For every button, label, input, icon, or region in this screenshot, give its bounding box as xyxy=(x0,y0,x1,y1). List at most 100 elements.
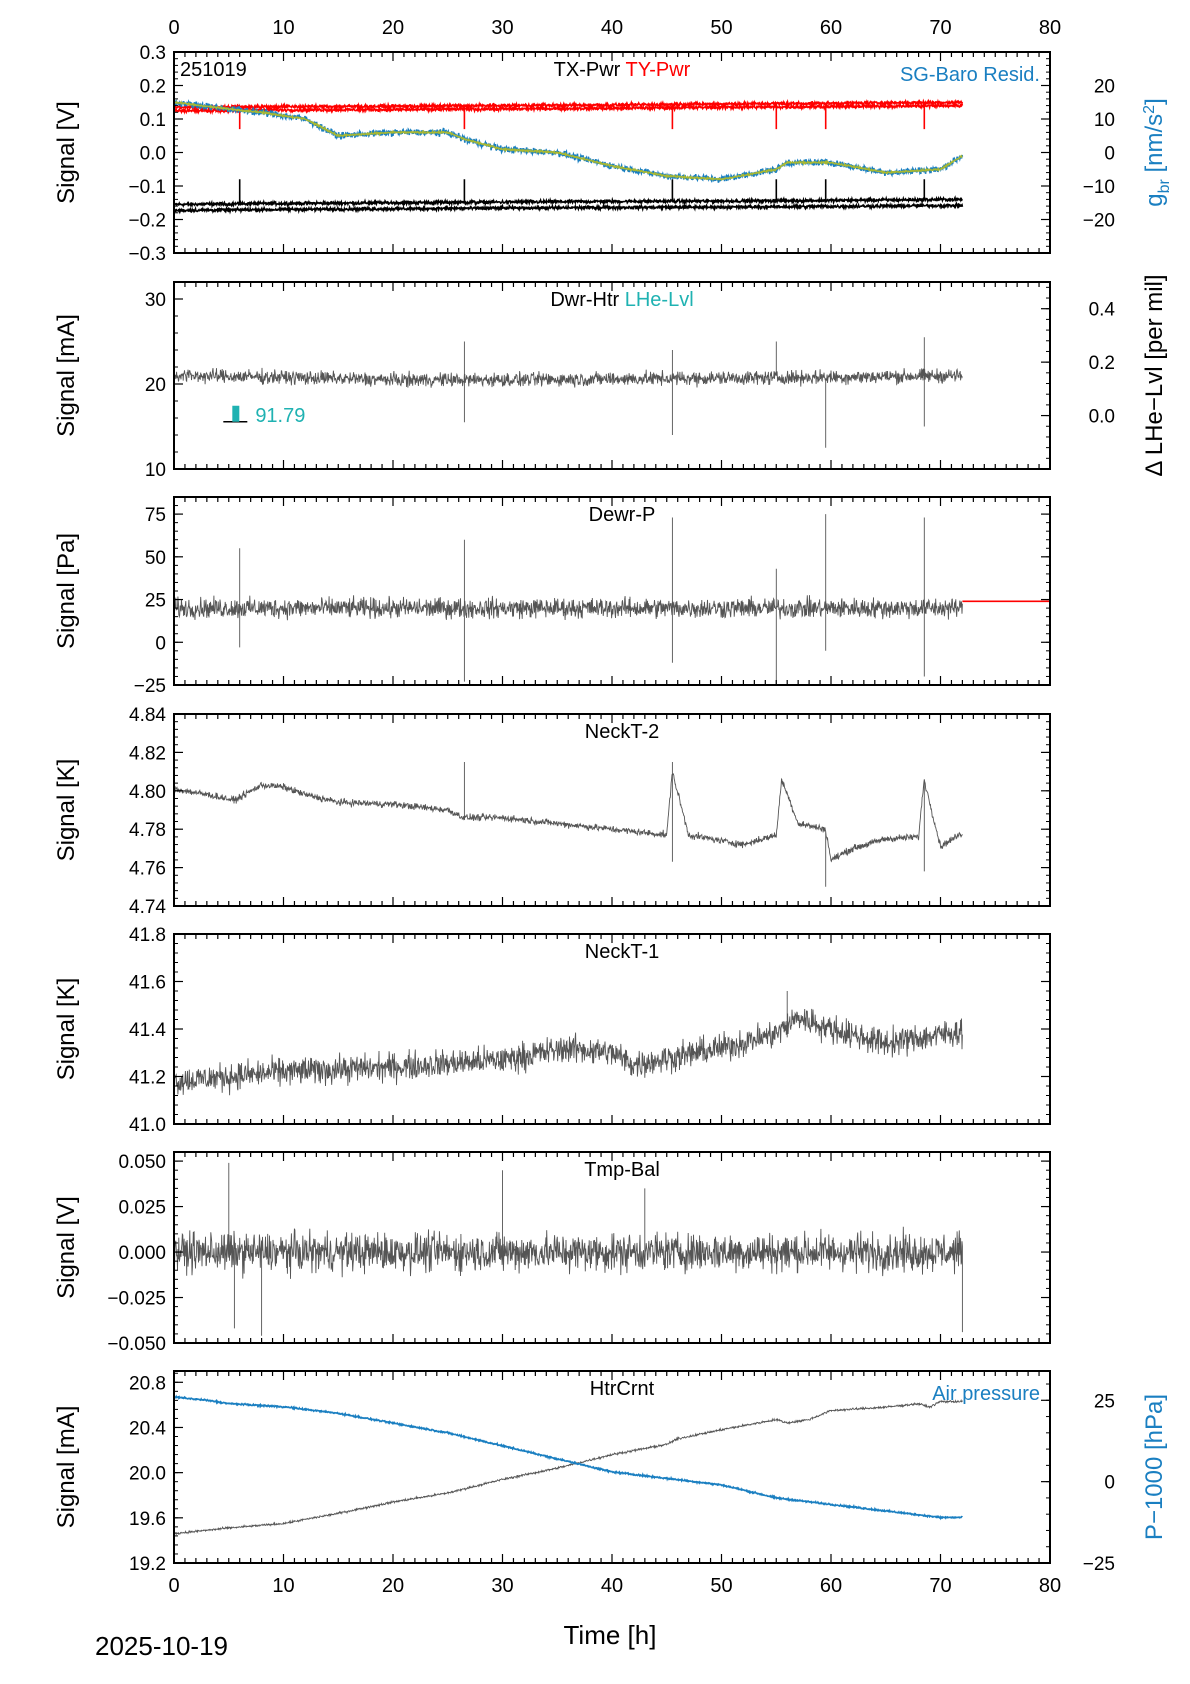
plot-area xyxy=(174,1162,963,1336)
series-ty-pwr-band xyxy=(174,101,964,116)
panel-p6: −0.050 −0.025 0.000 0.025 0.050 Signal [V] Tmp… xyxy=(53,1151,1051,1355)
x-tick-label-bottom: 80 xyxy=(1039,1575,1061,1597)
y-tick-label: 4.84 xyxy=(129,705,166,726)
y2-tick-label: 25 xyxy=(1094,1391,1115,1412)
y2-tick-label: 0.2 xyxy=(1089,353,1115,374)
y-tick-label: 0.050 xyxy=(118,1152,166,1173)
x-axis-label: Time [h] xyxy=(564,1620,657,1650)
y2-tick-label: 0 xyxy=(1104,1473,1115,1494)
y2-tick-label: −20 xyxy=(1083,211,1115,232)
y-tick-label: 20 xyxy=(145,375,166,396)
x-tick-label-bottom: 40 xyxy=(601,1575,623,1597)
x-tick-label-top: 30 xyxy=(491,17,513,39)
y-tick-label: 41.6 xyxy=(129,973,166,994)
panels-layer: −0.3 −0.2 −0.1 0.0 0.1 0.2 0.3 Signal [V] −20 −10… xyxy=(53,43,1173,1575)
x-tick-label-top: 10 xyxy=(272,17,294,39)
title-primary: TX-Pwr xyxy=(554,59,621,81)
series-dewr-p xyxy=(174,514,963,685)
x-tick-label-top: 0 xyxy=(168,17,179,39)
y-tick-label: 19.2 xyxy=(129,1554,166,1575)
y-tick-label: 0 xyxy=(155,633,166,654)
y2-tick-label: 0.4 xyxy=(1089,300,1116,321)
x-tick-label-top: 40 xyxy=(601,17,623,39)
plot-area xyxy=(174,1394,963,1536)
y-axis-label: Signal [mA] xyxy=(53,1406,80,1529)
y2-tick-label: 20 xyxy=(1094,77,1115,98)
y-tick-label: 75 xyxy=(145,505,166,526)
y-tick-label: 41.2 xyxy=(129,1068,166,1089)
y-tick-label: 0.2 xyxy=(140,77,166,98)
right-legend: SG-Baro Resid. xyxy=(900,64,1040,86)
y-tick-label: −0.3 xyxy=(128,244,166,265)
y-tick-label: 19.6 xyxy=(129,1509,166,1530)
bottom-x-axis: 0 10 20 30 40 50 60 70 80 xyxy=(168,1575,1061,1597)
y2-tick-label: −25 xyxy=(1083,1554,1115,1575)
series-sg-baro-resid-smoothed- xyxy=(174,100,963,181)
panel-title: NeckT-1 xyxy=(585,941,659,963)
x-tick-label-top: 50 xyxy=(710,17,732,39)
series-neckt-2 xyxy=(174,762,963,887)
plot-area xyxy=(174,762,963,887)
y-tick-label: 20.4 xyxy=(129,1418,166,1439)
y2-tick-label: 10 xyxy=(1094,110,1115,131)
x-tick-label-bottom: 50 xyxy=(710,1575,732,1597)
panel-title: Dwr-Htr LHe-Lvl xyxy=(550,289,693,311)
y-tick-label: 41.8 xyxy=(129,925,166,946)
title-secondary: LHe-Lvl xyxy=(619,289,693,311)
title-primary: Dwr-Htr xyxy=(550,289,619,311)
y-tick-label: 0.000 xyxy=(118,1243,166,1264)
x-tick-label-bottom: 0 xyxy=(168,1575,179,1597)
y-axis-label: Signal [V] xyxy=(53,101,80,204)
top-x-axis: 0 10 20 30 40 50 60 70 80 xyxy=(168,17,1061,39)
x-tick-label-top: 60 xyxy=(820,17,842,39)
lhe-level-value: 91.79 xyxy=(255,405,305,427)
y-tick-label: 4.76 xyxy=(129,859,166,880)
y-tick-label: 30 xyxy=(145,290,166,311)
plot-area xyxy=(174,991,963,1096)
y-tick-label: 0.025 xyxy=(118,1198,166,1219)
right-legend: Air pressure xyxy=(932,1383,1040,1405)
panel-title: TX-Pwr TY-Pwr xyxy=(554,59,691,81)
panel-p7: 19.2 19.6 20.0 20.4 20.8 Signal [mA] −25 0 25 P−1… xyxy=(53,1370,1168,1575)
x-tick-label-bottom: 20 xyxy=(382,1575,404,1597)
x-tick-label-top: 20 xyxy=(382,17,404,39)
series-ty-pwr xyxy=(174,98,964,130)
x-tick-label-bottom: 10 xyxy=(272,1575,294,1597)
x-tick-label-bottom: 70 xyxy=(929,1575,951,1597)
y-tick-label: 20.0 xyxy=(129,1464,166,1485)
panel-title: Tmp-Bal xyxy=(584,1159,660,1181)
plot-area xyxy=(174,337,963,448)
y-tick-label: −0.050 xyxy=(107,1334,166,1355)
y-tick-label: 41.4 xyxy=(129,1020,166,1041)
y-axis-label: Signal [Pa] xyxy=(53,533,80,649)
y-tick-label: 41.0 xyxy=(129,1115,166,1136)
y2-tick-label: −10 xyxy=(1083,177,1115,198)
series-tx-pwr xyxy=(174,179,963,209)
y-axis-label: Signal [K] xyxy=(53,759,80,862)
series-tmp-bal xyxy=(174,1162,963,1336)
y2-tick-label: 0.0 xyxy=(1089,407,1115,428)
panel-title: HtrCrnt xyxy=(590,1378,655,1400)
y-tick-label: 10 xyxy=(145,460,166,481)
panel-p4: 4.74 4.76 4.78 4.80 4.82 4.84 Signal [K] NeckT-… xyxy=(53,705,1051,918)
y-tick-label: 50 xyxy=(145,548,166,569)
y-tick-label: 0.3 xyxy=(140,43,166,64)
y-tick-label: 4.80 xyxy=(129,782,166,803)
series-dwr-htr xyxy=(174,337,963,448)
y-tick-label: 0.0 xyxy=(140,144,166,165)
series-air-pressure xyxy=(174,1394,963,1521)
lhe-level-marker xyxy=(232,405,240,422)
plot-area xyxy=(174,98,964,215)
title-secondary: TY-Pwr xyxy=(620,59,690,81)
y2-tick-label: 0 xyxy=(1104,144,1115,165)
x-tick-label-top: 70 xyxy=(929,17,951,39)
plot-area xyxy=(174,514,1050,685)
y-tick-label: −0.2 xyxy=(128,211,166,232)
y-tick-label: 20.8 xyxy=(129,1373,166,1394)
y-tick-label: 4.78 xyxy=(129,820,166,841)
series-tx-pwr-band xyxy=(174,201,964,215)
y-tick-label: 0.1 xyxy=(140,110,166,131)
y-tick-label: −0.1 xyxy=(128,177,166,198)
station-id: 251019 xyxy=(180,59,247,81)
y-tick-label: 4.82 xyxy=(129,743,166,764)
